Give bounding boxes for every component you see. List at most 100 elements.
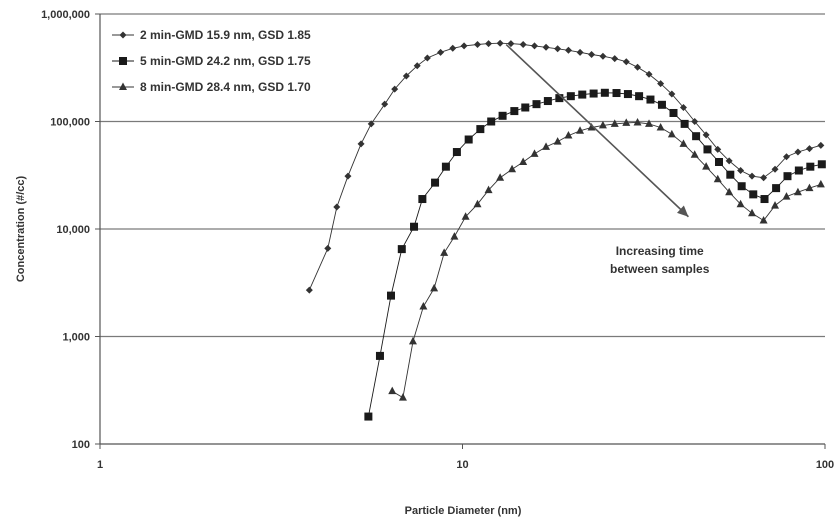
- data-point: [669, 108, 678, 117]
- data-point: [598, 120, 607, 129]
- data-point: [657, 100, 666, 109]
- x-tick-label: 100: [816, 459, 834, 471]
- data-point: [402, 72, 410, 80]
- data-point: [519, 157, 528, 166]
- data-point: [772, 184, 781, 193]
- data-point: [679, 139, 688, 147]
- data-point: [691, 118, 699, 125]
- data-point: [610, 119, 619, 127]
- data-point: [344, 172, 352, 180]
- data-point: [464, 135, 473, 144]
- series-line: [391, 121, 822, 399]
- data-point: [450, 232, 459, 240]
- data-point: [656, 122, 665, 131]
- y-tick-label: 1,000,000: [41, 9, 90, 21]
- series-2: [364, 88, 826, 421]
- data-point: [588, 51, 596, 59]
- data-point: [782, 192, 791, 200]
- data-point: [423, 54, 431, 62]
- data-point: [771, 201, 780, 209]
- data-point: [397, 245, 406, 254]
- data-point: [413, 62, 421, 70]
- data-point: [461, 212, 470, 220]
- data-point: [645, 119, 654, 127]
- annotation-arrow-head: [676, 205, 689, 217]
- legend-entry-1: 2 min-GMD 15.9 nm, GSD 1.85: [112, 28, 311, 42]
- data-point: [680, 119, 689, 128]
- data-point: [714, 158, 723, 167]
- axes: 100 1,000 10,000 100,000 1,000,000 1 10 100: [41, 9, 834, 471]
- y-axis-title: Concentration (#/cc): [15, 175, 27, 282]
- data-point: [668, 90, 676, 98]
- data-point: [496, 173, 505, 181]
- data-point: [748, 172, 756, 180]
- data-point: [381, 100, 389, 108]
- data-point: [679, 103, 687, 111]
- data-point: [612, 89, 621, 98]
- data-point: [564, 46, 572, 54]
- data-point: [553, 137, 562, 145]
- data-point: [510, 107, 519, 116]
- data-point: [771, 165, 779, 173]
- data-point: [793, 187, 802, 196]
- data-point: [805, 145, 813, 153]
- data-point: [645, 70, 653, 78]
- data-point: [398, 393, 407, 401]
- data-point: [357, 140, 365, 148]
- data-point: [635, 92, 644, 101]
- data-point: [599, 52, 607, 60]
- data-point: [431, 178, 440, 187]
- data-point: [587, 122, 596, 131]
- data-point: [449, 44, 457, 52]
- data-point: [633, 117, 642, 126]
- y-tick-label: 1,000: [62, 332, 90, 344]
- data-point: [333, 203, 341, 211]
- data-point: [634, 63, 642, 71]
- data-point: [794, 148, 802, 156]
- data-point: [578, 90, 587, 99]
- data-point: [817, 160, 826, 169]
- data-point: [473, 199, 482, 208]
- data-point: [725, 157, 733, 165]
- data-point: [806, 162, 815, 171]
- data-point: [817, 141, 825, 149]
- series-3: [388, 117, 825, 401]
- data-point: [576, 48, 584, 56]
- data-point: [726, 170, 735, 179]
- data-point: [324, 244, 332, 252]
- y-tick-label: 100,000: [50, 117, 90, 129]
- data-point: [667, 129, 676, 138]
- data-point: [410, 222, 419, 231]
- data-point: [702, 131, 710, 139]
- x-axis-title: Particle Diameter (nm): [405, 505, 522, 517]
- data-point: [576, 126, 585, 134]
- data-point: [725, 187, 734, 196]
- legend-entry-3: 8 min-GMD 28.4 nm, GSD 1.70: [112, 80, 311, 94]
- data-point: [367, 120, 375, 128]
- data-point: [375, 351, 384, 360]
- data-point: [452, 148, 461, 157]
- x-tick-label: 1: [97, 459, 103, 471]
- legend-entry-2: 5 min-GMD 24.2 nm, GSD 1.75: [112, 54, 311, 68]
- data-point: [737, 182, 746, 191]
- data-point: [816, 179, 825, 188]
- data-point: [531, 42, 539, 50]
- data-point: [364, 412, 373, 421]
- annotation-text-line: Increasing time: [616, 244, 704, 258]
- data-point: [542, 43, 550, 51]
- data-point: [622, 118, 631, 126]
- data-point: [530, 149, 539, 157]
- data-point: [430, 283, 439, 292]
- y-tick-label: 10,000: [56, 224, 90, 236]
- data-point: [441, 162, 450, 171]
- annotation: Increasing time between samples: [505, 43, 710, 276]
- data-point: [496, 39, 504, 47]
- data-point: [119, 82, 127, 90]
- data-point: [736, 199, 745, 208]
- gridlines: [100, 13, 825, 338]
- data-point: [388, 386, 397, 395]
- data-point: [657, 80, 665, 88]
- data-point: [737, 167, 745, 175]
- annotation-text-line: between samples: [610, 262, 710, 276]
